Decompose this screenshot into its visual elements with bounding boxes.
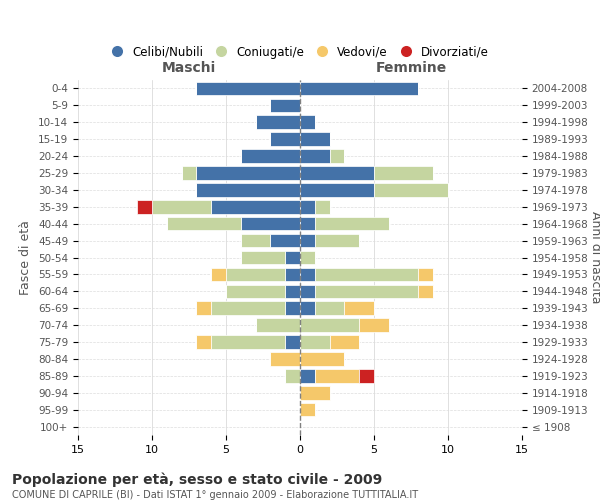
- Bar: [300, 403, 315, 416]
- Bar: [300, 336, 329, 349]
- Bar: [196, 336, 211, 349]
- Bar: [315, 284, 418, 298]
- Bar: [241, 234, 271, 247]
- Text: COMUNE DI CAPRILE (BI) - Dati ISTAT 1° gennaio 2009 - Elaborazione TUTTITALIA.IT: COMUNE DI CAPRILE (BI) - Dati ISTAT 1° g…: [12, 490, 418, 500]
- Bar: [359, 318, 389, 332]
- Bar: [285, 302, 300, 315]
- Bar: [315, 234, 359, 247]
- Legend: Celibi/Nubili, Coniugati/e, Vedovi/e, Divorziati/e: Celibi/Nubili, Coniugati/e, Vedovi/e, Di…: [105, 40, 495, 64]
- Bar: [196, 82, 300, 95]
- Text: Femmine: Femmine: [376, 61, 446, 75]
- Bar: [271, 352, 300, 366]
- Bar: [300, 166, 374, 179]
- Bar: [359, 369, 374, 382]
- Bar: [300, 116, 315, 129]
- Bar: [300, 217, 315, 230]
- Y-axis label: Fasce di età: Fasce di età: [19, 220, 32, 295]
- Bar: [418, 284, 433, 298]
- Bar: [300, 268, 315, 281]
- Bar: [300, 132, 329, 146]
- Bar: [285, 250, 300, 264]
- Bar: [300, 150, 329, 163]
- Bar: [226, 268, 285, 281]
- Bar: [285, 284, 300, 298]
- Bar: [374, 166, 433, 179]
- Bar: [137, 200, 152, 213]
- Bar: [300, 352, 344, 366]
- Bar: [256, 318, 300, 332]
- Bar: [315, 200, 329, 213]
- Bar: [300, 284, 315, 298]
- Bar: [226, 284, 285, 298]
- Text: Maschi: Maschi: [162, 61, 216, 75]
- Bar: [329, 336, 359, 349]
- Bar: [300, 386, 329, 400]
- Bar: [271, 98, 300, 112]
- Text: Popolazione per età, sesso e stato civile - 2009: Popolazione per età, sesso e stato civil…: [12, 472, 382, 487]
- Bar: [300, 318, 359, 332]
- Bar: [241, 250, 285, 264]
- Bar: [196, 302, 211, 315]
- Bar: [329, 150, 344, 163]
- Bar: [315, 217, 389, 230]
- Bar: [300, 200, 315, 213]
- Bar: [300, 302, 315, 315]
- Bar: [285, 336, 300, 349]
- Bar: [418, 268, 433, 281]
- Bar: [271, 132, 300, 146]
- Bar: [285, 268, 300, 281]
- Bar: [300, 369, 315, 382]
- Bar: [182, 166, 196, 179]
- Bar: [300, 234, 315, 247]
- Bar: [300, 183, 374, 196]
- Bar: [241, 150, 300, 163]
- Bar: [300, 82, 418, 95]
- Bar: [344, 302, 374, 315]
- Bar: [167, 217, 241, 230]
- Bar: [374, 183, 448, 196]
- Bar: [300, 250, 315, 264]
- Bar: [211, 336, 285, 349]
- Bar: [315, 268, 418, 281]
- Bar: [285, 369, 300, 382]
- Bar: [241, 217, 300, 230]
- Bar: [211, 268, 226, 281]
- Bar: [271, 234, 300, 247]
- Bar: [211, 200, 300, 213]
- Bar: [315, 302, 344, 315]
- Bar: [196, 183, 300, 196]
- Bar: [152, 200, 211, 213]
- Bar: [256, 116, 300, 129]
- Y-axis label: Anni di nascita: Anni di nascita: [589, 211, 600, 304]
- Bar: [211, 302, 285, 315]
- Bar: [315, 369, 359, 382]
- Bar: [196, 166, 300, 179]
